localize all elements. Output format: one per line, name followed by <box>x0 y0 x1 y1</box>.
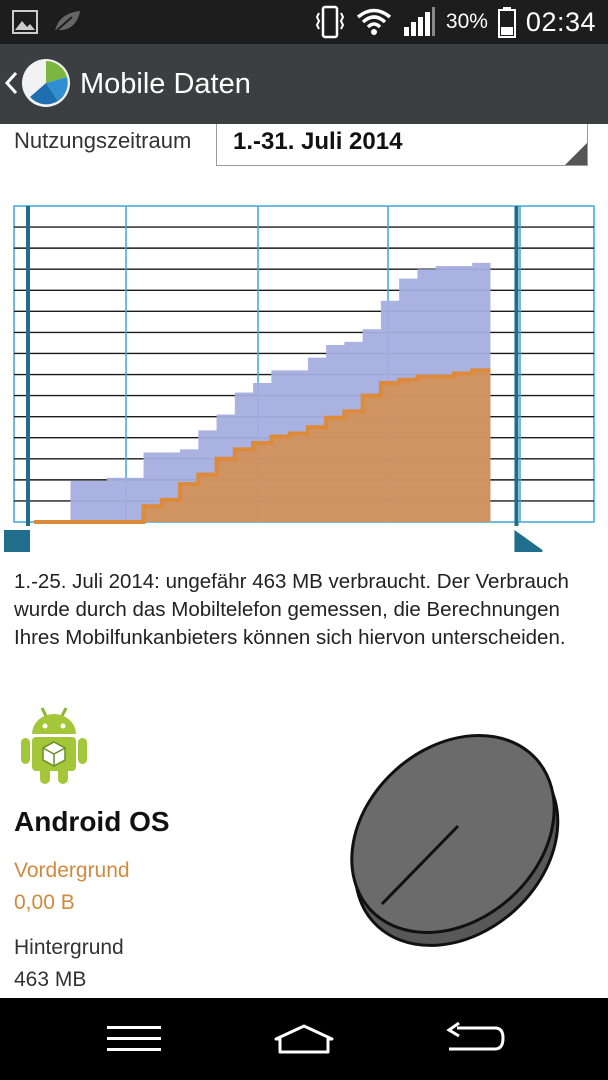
back-chevron-icon[interactable] <box>4 70 18 96</box>
usage-period-label: Nutzungszeitraum <box>14 128 192 153</box>
home-icon <box>274 1024 334 1054</box>
chart-area-series-1 <box>34 370 491 522</box>
range-end-handle <box>514 530 543 552</box>
usage-pie-chart <box>350 734 560 947</box>
range-start-handle <box>4 530 30 552</box>
data-usage-app-icon[interactable] <box>20 57 72 109</box>
home-button[interactable] <box>264 1014 344 1064</box>
usage-period-select[interactable]: 1.-31. Juli 2014 <box>216 124 588 166</box>
action-bar: Mobile Daten <box>0 44 608 124</box>
range-start-line <box>26 206 30 526</box>
screen-title: Mobile Daten <box>80 68 251 100</box>
back-button[interactable] <box>434 1014 514 1064</box>
foreground-value: 0,00 B <box>14 891 75 914</box>
android-robot-icon <box>21 707 87 784</box>
chart-line-series-1 <box>34 368 491 524</box>
usage-summary: 1.-25. Juli 2014: ungefähr 463 MB verbra… <box>14 570 569 649</box>
background-value: 463 MB <box>14 968 87 991</box>
range-end-line <box>514 206 519 526</box>
app-name: Android OS <box>14 806 170 837</box>
chart-handles <box>4 206 543 552</box>
foreground-label: Vordergrund <box>14 859 130 882</box>
back-arrow-icon <box>446 1022 505 1051</box>
status-bar: 30% 02:34 <box>0 0 608 44</box>
wifi-icon <box>356 8 391 35</box>
clock: 02:34 <box>525 6 596 37</box>
menu-button[interactable] <box>94 1014 174 1064</box>
data-usage-chart <box>4 205 595 552</box>
battery-percent: 30% <box>445 10 488 33</box>
usage-period-value: 1.-31. Juli 2014 <box>233 128 403 155</box>
menu-icon <box>107 1026 161 1051</box>
battery-icon <box>497 7 516 38</box>
vibrate-icon <box>315 5 345 39</box>
dropdown-triangle-icon <box>565 143 587 165</box>
leaf-notification-icon <box>54 11 80 33</box>
signal-icon <box>403 7 435 36</box>
navigation-bar <box>0 998 608 1080</box>
gallery-notification-icon <box>12 10 38 34</box>
background-label: Hintergrund <box>14 936 124 959</box>
chart-areas <box>34 262 491 524</box>
